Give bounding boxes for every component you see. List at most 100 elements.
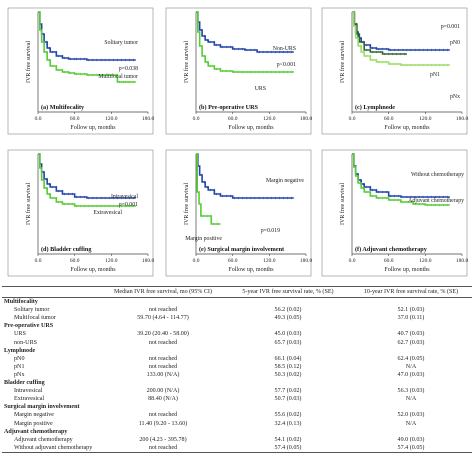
x-tick-label: 120.0 — [105, 258, 118, 264]
km-panel: 0.0 60.0 120.0 180.0 Follow up, months IVR fr… — [7, 7, 154, 135]
five-year-cell: 32.4 (0.13) — [274, 420, 302, 427]
row-label: Intravesical — [14, 388, 43, 395]
five-year-cell: 56.2 (0.02) — [274, 307, 302, 314]
row-label: Solitary tumor — [14, 307, 50, 314]
five-year-cell: 66.1 (0.04) — [274, 355, 302, 362]
header-name — [2, 285, 100, 299]
ten-year-cell: N/A — [405, 396, 417, 403]
median-cell: 59.70 (4.64 - 114.77) — [137, 315, 189, 322]
x-tick-label: 180.0 — [456, 258, 469, 264]
median-cell: 200 (4.23 - 395.78) — [139, 436, 187, 443]
ten-year-cell: 49.0 (0.03) — [397, 436, 425, 443]
series-label: Solitary tumor — [104, 40, 138, 46]
row-label: Margin negative — [14, 412, 54, 419]
series-label: Without chemotherapy — [411, 172, 464, 178]
ten-year-cell: 52.0 (0.03) — [397, 412, 425, 419]
table-section-row: Pre-operative URS — [2, 322, 472, 330]
section-label: Surgical margin involvement — [4, 404, 80, 411]
x-tick-label: 120.0 — [105, 116, 118, 122]
series-label: pN0 — [450, 40, 460, 46]
ten-year-cell: 62.7 (0.03) — [397, 339, 425, 346]
median-cell: 133.00 (N/A) — [146, 371, 180, 378]
x-tick-label: 180.0 — [300, 258, 313, 264]
table-row: pN1 not reached 58.5 (0.12) N/A — [2, 363, 472, 371]
section-label: Pre-operative URS — [4, 323, 54, 330]
panel-label: (d) Bladder cuffing — [41, 246, 92, 253]
median-cell: not reached — [148, 363, 178, 370]
y-axis-label: IVR free survival — [25, 183, 32, 225]
section-label: Bladder cuffing — [4, 380, 45, 387]
series-label: Multifocal tumor — [98, 73, 138, 80]
km-charts: 0.0 60.0 120.0 180.0 Follow up, months IVR fr… — [7, 7, 469, 277]
ten-year-cell: 37.0 (0.11) — [397, 315, 425, 322]
km-panel: 0.0 60.0 120.0 180.0 Follow up, months IVR fr… — [165, 149, 313, 277]
table-row: pNx 133.00 (N/A) 50.3 (0.02) 47.0 (0.03) — [2, 371, 472, 379]
x-tick-label: 180.0 — [300, 116, 313, 122]
row-label: pN0 — [14, 355, 25, 362]
y-axis-label: IVR free survival — [339, 183, 346, 225]
km-panel: 0.0 60.0 120.0 180.0 Follow up, months IVR fr… — [7, 149, 155, 277]
p-value-label: p=0.001 — [119, 202, 138, 208]
x-tick-label: 0.0 — [35, 258, 42, 264]
header-10yr: 10-year IVR free survival rate, % (SE) — [350, 285, 472, 299]
x-tick-label: 180.0 — [142, 258, 155, 264]
survival-table: Median IVR free survival, mo (95% CI) 5-… — [2, 285, 472, 453]
ten-year-cell: 62.4 (0.05) — [397, 355, 425, 362]
table-section-row: Multifocality — [2, 298, 472, 307]
median-cell: 88.40 (N/A) — [148, 396, 178, 403]
series-label: Margin positive — [185, 236, 222, 242]
header-median: Median IVR free survival, mo (95% CI) — [100, 285, 226, 299]
km-panel: 0.0 60.0 120.0 180.0 Follow up, months IVR fr… — [321, 149, 469, 277]
x-axis-label: Follow up, months — [384, 267, 430, 273]
five-year-cell: 55.6 (0.02) — [274, 412, 302, 419]
x-tick-label: 60.0 — [228, 258, 238, 264]
x-axis-label: Follow up, months — [228, 267, 274, 273]
row-label: URS — [14, 331, 26, 338]
x-tick-label: 120.0 — [263, 116, 276, 122]
x-axis-label: Follow up, months — [384, 125, 430, 131]
x-tick-label: 60.0 — [70, 116, 80, 122]
ten-year-cell: 47.0 (0.03) — [397, 371, 425, 378]
five-year-cell: 57.7 (0.02) — [274, 388, 302, 395]
panel-frame — [321, 7, 468, 135]
five-year-cell: 50.7 (0.03) — [274, 396, 302, 403]
p-value-label: p=0.019 — [261, 228, 280, 234]
table-row: URS 39.20 (20.40 - 58.00) 45.0 (0.03) 40.7 … — [2, 330, 472, 338]
median-cell: not reached — [148, 307, 178, 314]
median-cell: not reached — [148, 412, 178, 419]
header-5yr: 5-year IVR free survival rate, % (SE) — [226, 285, 350, 299]
median-cell: not reached — [100, 443, 226, 453]
median-cell: 200.00 (N/A) — [146, 388, 180, 395]
panel-label: (a) Multifocality — [41, 104, 85, 111]
p-value-label: p=0.038 — [119, 66, 138, 72]
x-tick-label: 60.0 — [70, 258, 80, 264]
ten-year-cell: 56.3 (0.03) — [397, 388, 425, 395]
table-section-row: Lymphnode — [2, 347, 472, 355]
table-row: Extravesical 88.40 (N/A) 50.7 (0.03) N/A — [2, 395, 472, 403]
median-cell: not reached — [148, 339, 178, 346]
x-tick-label: 0.0 — [349, 116, 356, 122]
section-label: Multifocality — [4, 299, 38, 306]
p-value-label: p=0.001 — [441, 24, 460, 30]
x-tick-label: 0.0 — [349, 258, 356, 264]
table-section-row: Surgical margin involvement — [2, 403, 472, 411]
table-row: pN0 not reached 66.1 (0.04) 62.4 (0.05) — [2, 355, 472, 363]
row-label: pN1 — [14, 363, 25, 370]
x-tick-label: 180.0 — [456, 116, 469, 122]
five-year-cell: 65.7 (0.03) — [274, 339, 302, 346]
km-curve — [196, 153, 221, 225]
x-tick-label: 0.0 — [35, 116, 42, 122]
row-label: Multifocal tumor — [14, 315, 56, 322]
series-label: URS — [255, 86, 266, 92]
five-year-cell: 57.4 (0.05) — [226, 443, 350, 453]
table-row: Margin negative not reached 55.6 (0.02) 52.… — [2, 411, 472, 419]
table-body: Multifocality Solitary tumor not reached 56… — [2, 298, 472, 453]
row-label: Margin positive — [14, 420, 53, 427]
x-tick-label: 120.0 — [419, 116, 432, 122]
survival-table-wrapper: Median IVR free survival, mo (95% CI) 5-… — [2, 285, 472, 453]
five-year-cell: 50.3 (0.02) — [274, 371, 302, 378]
panel-frame — [7, 7, 154, 135]
y-axis-label: IVR free survival — [183, 41, 190, 83]
km-curve — [352, 11, 407, 55]
table-row: Margin positive 11.40 (9.20 - 13.60) 32.4 … — [2, 420, 472, 428]
